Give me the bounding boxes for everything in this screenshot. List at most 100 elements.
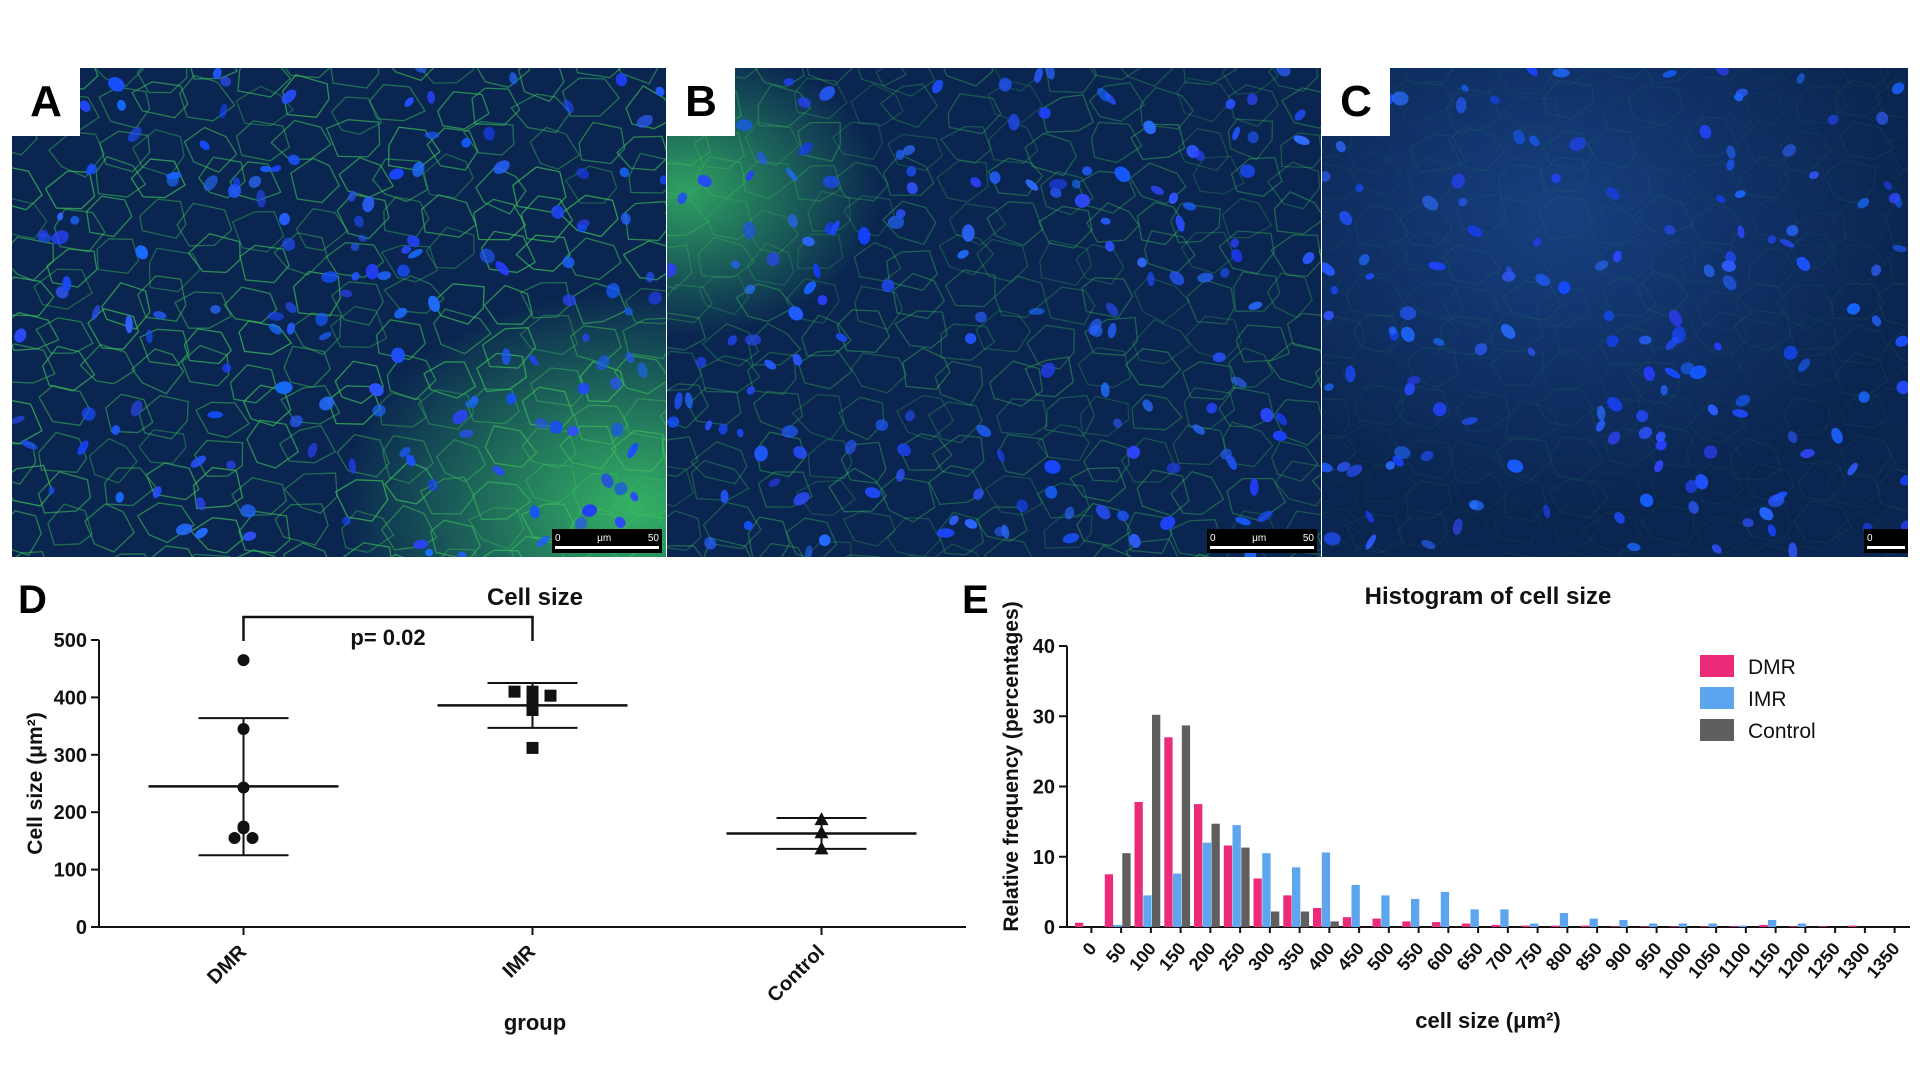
cell-membrane [47, 131, 105, 178]
cell-nucleus [125, 315, 133, 334]
cell-nucleus [1685, 479, 1698, 494]
cell-membrane [1353, 382, 1405, 426]
cell-nucleus [1786, 224, 1799, 237]
cell-membrane [148, 247, 201, 293]
cell-membrane [1489, 349, 1544, 386]
cell-nucleus [1456, 97, 1467, 114]
cell-nucleus [452, 409, 468, 425]
legend-swatch-control [1700, 719, 1734, 741]
cell-nucleus [414, 68, 427, 73]
cell-membrane [842, 510, 896, 547]
cell-membrane [936, 159, 989, 203]
cell-nucleus [1097, 87, 1110, 102]
cell-membrane [520, 195, 574, 243]
cell-nucleus [285, 301, 297, 314]
cell-nucleus [1391, 91, 1409, 106]
cell-membrane [1266, 272, 1313, 319]
cell-membrane [417, 388, 475, 430]
cell-membrane [1738, 342, 1795, 391]
cell-nucleus [1336, 461, 1351, 472]
cell-nucleus [57, 212, 64, 221]
scale-start-a: 0 [555, 533, 561, 544]
cell-membrane [472, 481, 532, 521]
cell-membrane [561, 77, 621, 117]
cell-membrane [475, 166, 527, 215]
cell-nucleus [783, 78, 795, 86]
cell-membrane [131, 348, 185, 395]
cell-membrane [94, 68, 145, 87]
cell-membrane [1399, 309, 1461, 356]
cell-nucleus [567, 425, 579, 437]
cell-nucleus [145, 329, 153, 344]
histogram-bar-imr [1262, 853, 1271, 927]
cell-nucleus [196, 496, 206, 511]
cell-membrane [183, 126, 238, 173]
cell-membrane [1454, 390, 1511, 433]
cell-membrane [49, 68, 99, 91]
cell-membrane [368, 84, 427, 122]
cell-membrane [797, 121, 841, 163]
histogram-bar-imr [1500, 909, 1509, 927]
cell-nucleus [115, 492, 124, 503]
cell-membrane [1651, 240, 1697, 278]
cell-membrane [1834, 78, 1883, 118]
histogram-bar-dmr [1818, 926, 1828, 927]
cell-nucleus [1399, 306, 1417, 321]
chart-e-x-tick-label: 300 [1244, 939, 1279, 975]
cell-nucleus [529, 354, 539, 366]
cell-membrane [284, 68, 331, 79]
cell-nucleus [1603, 310, 1615, 322]
cell-nucleus [77, 440, 89, 456]
cell-nucleus [350, 242, 360, 251]
data-point [526, 704, 539, 717]
legend-label-imr: IMR [1748, 688, 1787, 711]
cell-membrane [1606, 68, 1645, 80]
legend-swatch-imr [1700, 687, 1734, 709]
cell-membrane [105, 393, 154, 434]
cell-membrane [231, 476, 288, 516]
histogram-bar-control [1152, 714, 1161, 927]
histogram-bar-imr [1559, 913, 1569, 927]
cell-membrane [476, 68, 531, 89]
cell-nucleus [220, 76, 232, 87]
cell-membrane [383, 274, 445, 314]
cell-membrane [1729, 437, 1783, 481]
cell-nucleus [1071, 179, 1081, 189]
cell-membrane [223, 286, 278, 324]
cell-nucleus [1505, 265, 1514, 279]
cell-nucleus [745, 284, 756, 295]
cell-nucleus [1883, 181, 1893, 191]
cell-nucleus [819, 86, 836, 101]
cell-membrane [795, 479, 857, 517]
chart-e-x-tick-label: 900 [1601, 939, 1636, 975]
cell-membrane [1445, 87, 1502, 133]
cell-nucleus [822, 175, 840, 189]
cell-nucleus [637, 362, 648, 378]
chart-e-x-tick-label: 1050 [1684, 939, 1725, 983]
tissue-glow [1322, 68, 1908, 557]
cell-membrane [1646, 393, 1697, 432]
cell-nucleus [413, 539, 429, 550]
cell-membrane [800, 314, 852, 357]
cell-nucleus [1525, 68, 1538, 76]
cell-nucleus [989, 171, 1001, 184]
cell-nucleus [1322, 462, 1333, 473]
cell-membrane [667, 383, 709, 429]
cell-membrane [1393, 80, 1455, 124]
cell-membrane [530, 367, 585, 407]
cell-membrane [573, 404, 629, 445]
cell-nucleus [720, 489, 729, 504]
cell-membrane [1130, 123, 1186, 161]
cell-membrane [1644, 164, 1706, 206]
cell-nucleus [1008, 114, 1020, 131]
cell-nucleus [404, 97, 414, 107]
cell-membrane [423, 361, 477, 399]
cell-nucleus [117, 99, 126, 111]
cell-nucleus [190, 455, 207, 468]
cell-nucleus [260, 165, 272, 173]
cell-membrane [853, 241, 902, 282]
scale-end-a: 50 [647, 533, 659, 544]
cell-nucleus [576, 224, 588, 233]
cell-membrane [84, 503, 135, 553]
cell-membrane [1502, 474, 1547, 522]
